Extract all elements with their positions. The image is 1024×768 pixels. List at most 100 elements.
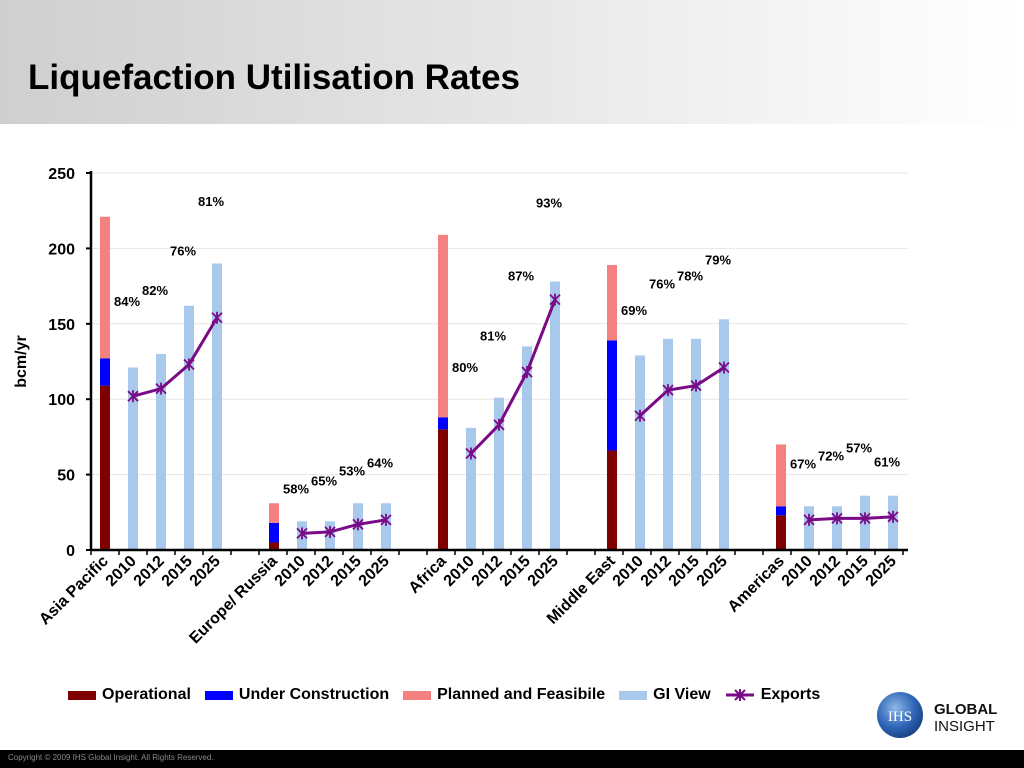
year-label: 2025 [525, 553, 562, 590]
bar-planned [100, 216, 110, 359]
exports-line [808, 515, 894, 522]
bar-gi-view [635, 355, 645, 550]
utilisation-label: 61% [874, 454, 900, 469]
year-label: 2010 [103, 553, 140, 590]
bar-operational [269, 542, 279, 550]
bar-operational [776, 515, 786, 550]
bar-operational [607, 450, 617, 550]
bar-under-construction [100, 358, 110, 386]
slide-title: Liquefaction Utilisation Rates [28, 58, 520, 97]
bar-gi-view [888, 495, 898, 550]
legend-swatch-under-construction [204, 690, 233, 700]
bar-planned [438, 234, 448, 418]
exports-marker [183, 358, 195, 371]
chart-legend: Operational Under Construction Planned a… [68, 684, 834, 706]
utilisation-label: 72% [818, 448, 844, 463]
year-label: 2010 [610, 553, 647, 590]
legend-label-planned: Planned and Feasibile [437, 686, 606, 703]
utilisation-label: 81% [480, 328, 506, 343]
exports-line [638, 366, 725, 417]
year-label: 2015 [835, 553, 872, 590]
bar-gi-view [522, 346, 532, 550]
exports-marker [690, 379, 702, 392]
exports-marker [634, 409, 646, 422]
title-band [0, 0, 1024, 124]
legend-swatch-operational [68, 690, 96, 700]
exports-marker [521, 366, 533, 379]
bar-gi-view [804, 506, 814, 550]
bar-planned [607, 264, 617, 341]
legend-item-under-construction: Under Construction [204, 686, 390, 704]
utilisation-label: 84% [114, 294, 140, 309]
y-tick-label: 200 [48, 241, 75, 258]
exports-marker [859, 512, 871, 525]
region-label: Asia Pacific [36, 553, 112, 629]
y-tick-label: 50 [57, 468, 75, 485]
exports-marker [887, 510, 899, 523]
bar-gi-view [466, 427, 476, 550]
utilisation-chart: 0 50 100 150 200 250 bcm/yr 84%82% 76% 81% Asia Pa… [13, 166, 908, 647]
utilisation-label: 67% [790, 456, 816, 471]
year-label: 2010 [441, 553, 478, 590]
bar-under-construction [776, 506, 786, 516]
year-label: 2015 [328, 553, 365, 590]
year-label: 2012 [638, 553, 675, 590]
legend-item-planned: Planned and Feasibile [403, 686, 605, 704]
copyright-text: Copyright © 2009 IHS Global Insight. All… [8, 753, 214, 762]
logo-mark: IHS [888, 709, 912, 725]
utilisation-label: 64% [367, 455, 393, 470]
bar-gi-view [832, 506, 842, 550]
bar-planned [776, 444, 786, 507]
legend-item-operational: Operational [68, 686, 191, 704]
bar-gi-view [184, 305, 194, 550]
bar-under-construction [269, 522, 279, 543]
year-label: 2025 [694, 553, 731, 590]
utilisation-label: 65% [311, 473, 337, 488]
utilisation-label: 69% [621, 303, 647, 318]
exports-marker [718, 361, 730, 374]
year-label: 2025 [863, 553, 900, 590]
year-label: 2012 [807, 553, 844, 590]
legend-label-exports: Exports [760, 686, 821, 703]
bar-gi-view [128, 367, 138, 550]
exports-marker [127, 390, 139, 403]
y-tick-label: 150 [48, 317, 75, 334]
utilisation-label: 82% [142, 283, 168, 298]
bar-operational [100, 385, 110, 550]
logo-globe-icon [877, 692, 923, 738]
exports-marker [211, 311, 223, 324]
exports-marker [803, 513, 815, 526]
exports-marker [831, 512, 843, 525]
legend-swatch-gi-view [619, 690, 648, 700]
exports-marker [324, 525, 336, 538]
legend-item-exports: Exports [725, 686, 821, 704]
y-tick-label: 0 [66, 543, 75, 560]
exports-marker [465, 447, 477, 460]
exports-marker [296, 527, 308, 540]
logo-word-global: GLOBAL [934, 701, 997, 718]
legend-label-under-construction: Under Construction [238, 686, 390, 703]
y-tick-label: 100 [48, 392, 75, 409]
year-label: 2012 [469, 553, 506, 590]
year-label: 2010 [779, 553, 816, 590]
legend-swatch-planned [403, 690, 432, 700]
bar-gi-view [156, 353, 166, 550]
bar-planned [269, 503, 279, 523]
legend-swatch-exports [725, 689, 754, 701]
utilisation-label: 87% [508, 269, 534, 284]
utilisation-label: 79% [705, 253, 731, 268]
utilisation-label: 78% [677, 268, 703, 283]
legend-label-operational: Operational [102, 686, 191, 703]
bar-under-construction [607, 340, 617, 451]
year-label: 2025 [356, 553, 393, 590]
year-label: 2025 [187, 553, 224, 590]
exports-line [301, 518, 387, 535]
region-label: Americas [725, 553, 788, 616]
utilisation-label: 76% [170, 243, 196, 258]
utilisation-label: 80% [452, 360, 478, 375]
exports-line [132, 316, 219, 398]
year-label: 2015 [666, 553, 703, 590]
exports-marker [493, 418, 505, 431]
exports-marker [352, 518, 364, 531]
utilisation-label: 76% [649, 276, 675, 291]
